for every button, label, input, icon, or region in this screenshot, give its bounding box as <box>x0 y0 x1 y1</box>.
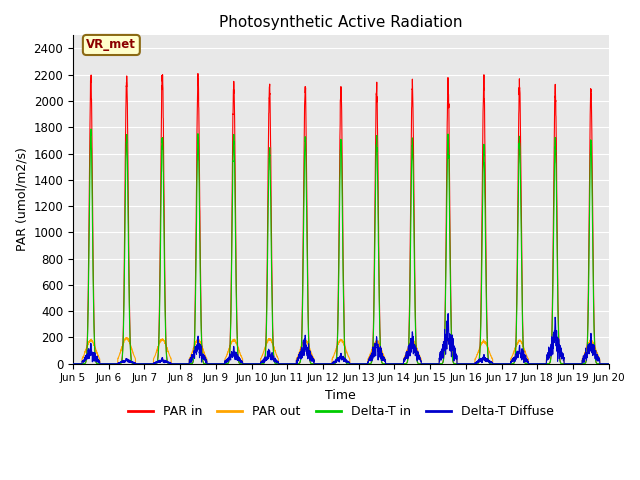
Y-axis label: PAR (umol/m2/s): PAR (umol/m2/s) <box>15 147 28 252</box>
Text: VR_met: VR_met <box>86 38 136 51</box>
Legend: PAR in, PAR out, Delta-T in, Delta-T Diffuse: PAR in, PAR out, Delta-T in, Delta-T Dif… <box>123 400 559 423</box>
Title: Photosynthetic Active Radiation: Photosynthetic Active Radiation <box>219 15 463 30</box>
X-axis label: Time: Time <box>326 389 356 402</box>
